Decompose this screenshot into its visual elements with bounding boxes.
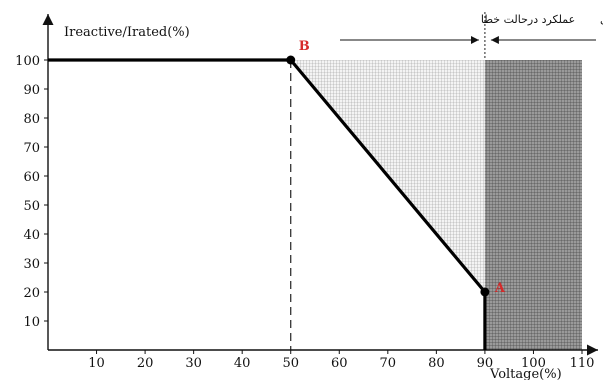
point-label-a: A [494,281,506,296]
x-tick-label: 100 [521,356,546,371]
x-tick-label: 30 [185,356,202,371]
x-tick-label: 90 [477,356,494,371]
points: BA [286,39,506,297]
axes [42,14,598,356]
series [48,58,487,350]
x-tick-label: 50 [282,356,299,371]
y-tick-label: 10 [23,315,40,330]
point-label-b: B [299,39,310,54]
point-marker-b [286,55,296,65]
normal-region-shade [484,60,582,350]
x-tick-label: 80 [428,356,445,371]
x-axis-title: Voltage(%) [489,367,562,380]
shaded-regions [290,60,582,350]
region-annotations: عملکرد درحالت خطا عملکرد درحالت عادی [340,13,603,44]
y-tick-label: 40 [23,228,40,243]
y-tick-label: 70 [23,141,40,156]
x-tick-label: 70 [380,356,397,371]
x-tick-label: 110 [570,356,595,371]
y-tick-label: 30 [23,257,40,272]
point-marker-a [480,287,490,297]
x-tick-label: 60 [331,356,348,371]
x-tick-label: 20 [137,356,154,371]
characteristic-curve [48,58,487,350]
y-tick-label: 60 [23,170,40,185]
y-axis-title: Ireactive/Irated(%) [64,25,190,40]
tick-labels: 10 20 30 40 50 60 70 80 90 100 110 10 20 30 40 50 60 70 80… [15,54,594,371]
y-tick-label: 20 [23,286,40,301]
x-tick-label: 10 [88,356,105,371]
fault-region-label: عملکرد درحالت خطا [481,13,575,26]
normal-region-label: عملکرد درحالت عادی [600,13,603,26]
y-tick-label: 100 [15,54,40,69]
x-tick-label: 40 [234,356,251,371]
y-tick-label: 90 [23,83,40,98]
reference-lines [290,12,486,350]
y-tick-label: 80 [23,112,40,127]
y-tick-label: 50 [23,199,40,214]
